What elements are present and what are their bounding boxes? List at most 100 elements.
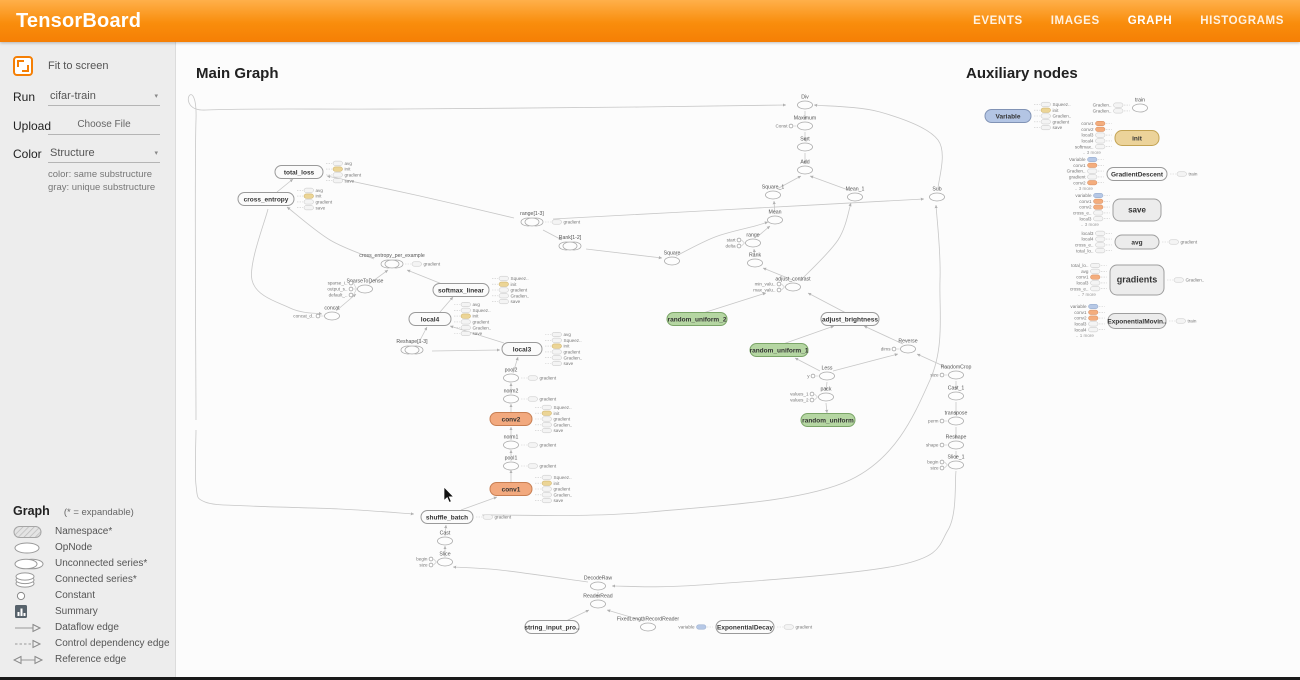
graph-node-variable[interactable]: Variable Squeez..initGradien..gradientsav… [984, 101, 1071, 130]
graph-node-square_1[interactable]: Square_1 [762, 185, 785, 200]
tab-events[interactable]: EVENTS [973, 15, 1023, 27]
graph-node-exponential_movin[interactable]: ExponentialMovin.. train variableconv1conv… [1070, 304, 1197, 338]
opnode-icon [13, 541, 47, 555]
graph-node-pool2[interactable]: pool2 gradient [503, 368, 557, 383]
svg-text:conv1: conv1 [1073, 163, 1086, 168]
svg-text:range[1-3]: range[1-3] [520, 211, 544, 217]
graph-node-norm2[interactable]: norm2 gradient [503, 389, 557, 404]
svg-text:Gradien..: Gradien.. [1093, 109, 1112, 114]
svg-text:begin: begin [927, 460, 939, 465]
graph-node-random_uniform_1[interactable]: random_uniform_1 [749, 343, 809, 357]
graph-node-sqrt[interactable]: Sqrt [797, 137, 813, 152]
svg-text:Reverse: Reverse [898, 339, 917, 345]
graph-node-gradients[interactable]: gradients Gradien.. total_lo..avgconv1loca… [1070, 263, 1205, 297]
graph-node-div[interactable]: Div [797, 95, 813, 110]
svg-text:GradientDescent: GradientDescent [1111, 171, 1164, 178]
graph-node-string_input[interactable]: string_input_pro.. [524, 620, 580, 634]
choose-file-button[interactable]: Choose File [48, 116, 160, 135]
graph-node-fixed_length_record_reader[interactable]: FixedLengthRecordReader [617, 617, 680, 632]
graph-node-train[interactable]: train Gradien..Gradien.. [1093, 98, 1148, 114]
svg-text:cross_e..: cross_e.. [1073, 211, 1092, 216]
tab-histograms[interactable]: HISTOGRAMS [1200, 15, 1284, 27]
graph-node-sparse_to_dense[interactable]: SparseToDensesparse_i..output_s..default… [327, 279, 383, 298]
graph-node-add[interactable]: Add [797, 160, 813, 175]
svg-text:init: init [1053, 108, 1060, 113]
svg-text:random_uniform: random_uniform [802, 417, 854, 424]
graph-node-local4[interactable]: local4 avgSqueez..initgradientGradien..sa… [408, 302, 491, 336]
graph-node-reader_read[interactable]: ReaderRead [583, 594, 613, 609]
graph-node-pool1[interactable]: pool1 gradient [503, 456, 557, 471]
window-bottom-edge [0, 677, 1300, 680]
svg-text:save: save [316, 205, 326, 210]
graph-node-shuffle_batch[interactable]: shuffle_batch gradient [420, 510, 512, 524]
graph-node-reshape_13[interactable]: Reshape[1-3] [396, 339, 428, 355]
graph-node-gradient_descent[interactable]: GradientDescent train Variableconv1Gradien… [1067, 157, 1198, 191]
tab-graph[interactable]: GRAPH [1127, 15, 1173, 27]
graph-node-save[interactable]: save variableconv1conv2cross_e..local3.. … [1073, 193, 1162, 227]
svg-text:gradient: gradient [424, 262, 441, 267]
control-edge-icon [13, 638, 47, 650]
graph-node-random_uniform_2[interactable]: random_uniform_2 [666, 312, 728, 326]
svg-text:ExponentialMovin..: ExponentialMovin.. [1107, 318, 1166, 325]
graph-node-avg[interactable]: avg gradient local3local4cross_e..total_lo… [1075, 230, 1198, 253]
svg-text:init: init [473, 314, 480, 319]
graph-node-cross_entropy_per_example[interactable]: cross_entropy_per_example gradient [359, 253, 441, 269]
svg-text:Mean: Mean [769, 210, 782, 216]
graph-node-cast_1[interactable]: Cast_1 [948, 386, 965, 401]
graph-node-square[interactable]: Square [664, 251, 681, 266]
graph-node-mean[interactable]: Mean [767, 210, 783, 225]
svg-text:Cast_1: Cast_1 [948, 386, 965, 392]
fit-to-screen-label[interactable]: Fit to screen [48, 60, 109, 72]
graph-node-concat[interactable]: concat concat_d.. [293, 306, 340, 321]
fit-to-screen-icon[interactable] [13, 56, 33, 76]
graph-node-reshape[interactable]: Reshape shape [926, 435, 967, 450]
svg-text:local3: local3 [1081, 231, 1093, 236]
legend-item-dataflow-edge: Dataflow edge [13, 620, 175, 635]
tab-images[interactable]: IMAGES [1050, 15, 1100, 27]
svg-text:conv1: conv1 [502, 486, 521, 493]
graph-node-softmax_linear[interactable]: softmax_linear Squeez..initgradientGradie… [432, 275, 529, 304]
graph-node-transpose[interactable]: transpose perm [928, 411, 967, 426]
svg-text:Squeez..: Squeez.. [554, 475, 572, 480]
graph-node-range_13[interactable]: range[1-3] gradient [520, 211, 581, 227]
svg-text:Maximum: Maximum [794, 116, 816, 122]
color-select[interactable]: Structure ▾ [48, 145, 160, 163]
graph-node-maximum[interactable]: Maximum Const [775, 116, 816, 131]
graph-node-adjust_brightness[interactable]: adjust_brightness [820, 312, 880, 326]
run-select[interactable]: cifar-train ▾ [48, 88, 160, 106]
svg-text:adjust_brightness: adjust_brightness [822, 316, 878, 323]
graph-node-local3[interactable]: local3 avgSqueez..initgradientGradien..sa… [501, 332, 582, 366]
graph-node-less[interactable]: Less y [807, 366, 835, 381]
svg-text:gradient: gradient [554, 417, 571, 422]
graph-canvas-area[interactable]: Main Graph Auxiliary nodes Div Maximum Con… [176, 42, 1300, 678]
svg-text:random_uniform_2: random_uniform_2 [668, 316, 727, 323]
graph-node-mean_1[interactable]: Mean_1 [846, 187, 865, 202]
svg-text:perm: perm [928, 419, 939, 424]
legend-item-reference-edge: Reference edge [13, 652, 175, 667]
graph-node-rank_12[interactable]: Rank[1-2] [558, 235, 582, 251]
svg-text:pool1: pool1 [505, 456, 518, 462]
graph-svg[interactable]: Div Maximum Const Sqrt Add Square_1 Mean_1 Sub M… [176, 42, 1300, 678]
graph-node-sub[interactable]: Sub [929, 187, 945, 202]
graph-node-reverse[interactable]: Reverse dims [881, 339, 918, 354]
graph-node-cast[interactable]: Cast [437, 531, 453, 546]
graph-node-exponential_decay[interactable]: ExponentialDecay gradient variable [678, 620, 813, 634]
graph-node-rank[interactable]: Rank [747, 253, 763, 268]
graph-node-random_uniform[interactable]: random_uniform [800, 413, 856, 427]
svg-text:softmax..: softmax.. [1075, 144, 1094, 149]
graph-node-norm1[interactable]: norm1 gradient [503, 435, 557, 450]
svg-text:delta: delta [726, 244, 736, 249]
graph-node-decode_raw[interactable]: DecodeRaw [584, 576, 613, 591]
